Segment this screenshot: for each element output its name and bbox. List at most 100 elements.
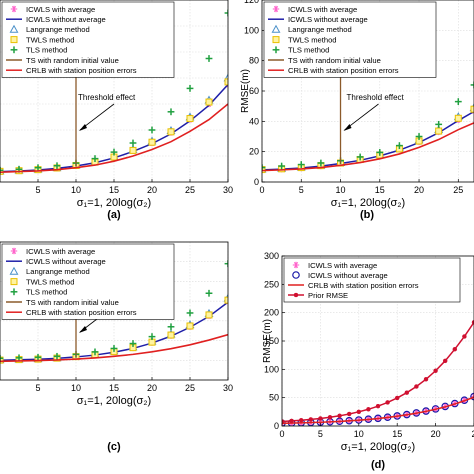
legend-label: ICWLS without average (26, 257, 106, 266)
legend-label: CRLB with station position errors (308, 281, 419, 290)
data-point-marker (167, 331, 175, 339)
data-point-marker (129, 146, 137, 154)
x-tick-label: 0 (279, 429, 284, 439)
y-tick-label: 50 (269, 393, 279, 403)
x-tick-label: 5 (299, 185, 304, 195)
data-point-marker (0, 356, 4, 364)
panel-caption: (a) (107, 209, 121, 221)
data-point-marker (327, 415, 333, 420)
data-point-marker (356, 409, 362, 415)
data-point-marker (308, 417, 314, 422)
data-point-marker (375, 403, 381, 409)
y-tick-label: 150 (264, 336, 279, 346)
annotation-arrowhead (79, 326, 87, 333)
data-point-marker (10, 278, 18, 286)
data-point-marker (471, 393, 474, 398)
y-tick-label: 120 (244, 0, 259, 5)
x-tick-label: 20 (414, 185, 424, 195)
series-line (262, 122, 474, 172)
series-line (0, 333, 228, 363)
series-group (262, 53, 474, 174)
data-point-marker (293, 292, 299, 298)
data-point-marker (471, 395, 474, 400)
chart-panel-2: 0 5 10 15 20 25 0 20 40 60 80 100 120 σ₁=1, 20log(σ₂)… (240, 0, 474, 209)
legend-label: ICWLS with average (288, 5, 357, 14)
x-tick-label: 15 (109, 383, 119, 393)
data-point-marker (10, 36, 18, 44)
data-point-marker (0, 167, 4, 175)
y-tick-label: 300 (264, 251, 279, 261)
data-point-marker (435, 127, 443, 135)
y-axis-label: RMSE(m) (262, 319, 273, 363)
y-tick-label: 20 (249, 147, 259, 157)
data-point-marker (346, 411, 352, 417)
data-point-marker (148, 338, 156, 346)
legend-label: CRLB with station position errors (288, 66, 399, 75)
data-point-marker (289, 418, 294, 424)
legend-label: TWLS method (288, 35, 337, 44)
data-point-marker (272, 36, 280, 44)
legend-label: ICWLS with average (26, 247, 95, 256)
data-point-marker (385, 400, 390, 405)
data-point-marker (271, 24, 281, 33)
legend-label: TLS method (26, 288, 67, 297)
data-point-marker (205, 311, 213, 319)
x-tick-label: 5 (35, 185, 40, 195)
legend-label: ICWLS with average (26, 5, 95, 14)
x-tick-label: 15 (109, 185, 119, 195)
y-tick-label: 40 (249, 116, 259, 126)
y-tick-label: 80 (249, 56, 259, 66)
data-point-marker (442, 358, 448, 364)
legend-label: Prior RMSE (308, 291, 348, 300)
x-tick-label: 0 (259, 185, 264, 195)
y-tick-label: 200 (264, 308, 279, 318)
legend-label: ICWLS without average (308, 271, 388, 280)
x-tick-label: 20 (147, 383, 157, 393)
data-point-marker (9, 24, 19, 33)
x-tick-label: 15 (375, 185, 385, 195)
data-point-marker (148, 138, 156, 146)
threshold-annotation: Threshold effect (78, 93, 136, 102)
legend-label: TS with random initial value (26, 298, 119, 307)
y-tick-label: 60 (249, 86, 259, 96)
legend-label: TS with random initial value (26, 56, 119, 65)
legend-box (283, 257, 461, 303)
legend-label: TLS method (288, 46, 329, 55)
data-point-marker (292, 271, 300, 279)
data-point-marker (262, 166, 266, 174)
x-tick-label: 10 (71, 185, 81, 195)
legend-label: Langrange method (288, 25, 352, 34)
data-point-marker (470, 105, 474, 113)
y-tick-label: 0 (274, 421, 279, 431)
data-point-marker (186, 115, 194, 123)
x-tick-label: 20 (147, 185, 157, 195)
data-point-marker (462, 334, 467, 339)
data-point-marker (224, 296, 228, 304)
chart-panel-4: 051015202050100150200250300σ₁=1, 20log(σ… (262, 251, 474, 453)
legend-label: ICWLS without average (26, 15, 106, 24)
x-tick-label: 10 (354, 429, 364, 439)
x-tick-label: 5 (318, 429, 323, 439)
legend-label: Langrange method (26, 267, 90, 276)
series-line (0, 103, 228, 174)
data-point-marker (223, 73, 228, 82)
legend-label: TS with random initial value (288, 56, 381, 65)
data-point-marker (366, 407, 371, 412)
series-line (282, 396, 474, 425)
series-group (282, 320, 474, 426)
x-axis-label: σ₁=1, 20log(σ₂) (341, 441, 415, 453)
x-tick-label: 10 (71, 383, 81, 393)
x-axis-label: σ₁=1, 20log(σ₂) (331, 197, 405, 209)
x-tick-label: 5 (35, 383, 40, 393)
data-point-marker (433, 368, 438, 373)
panel-caption: (c) (107, 441, 121, 453)
legend-label: Langrange method (26, 25, 90, 34)
legend-label: ICWLS with average (308, 261, 377, 270)
legend-label: TLS method (26, 46, 67, 55)
legend-label: TWLS method (26, 277, 75, 286)
chart-panel-1: 5 10 15 20 25 30 σ₁=1, 20log(σ₂) Threshold effe… (0, 0, 233, 209)
